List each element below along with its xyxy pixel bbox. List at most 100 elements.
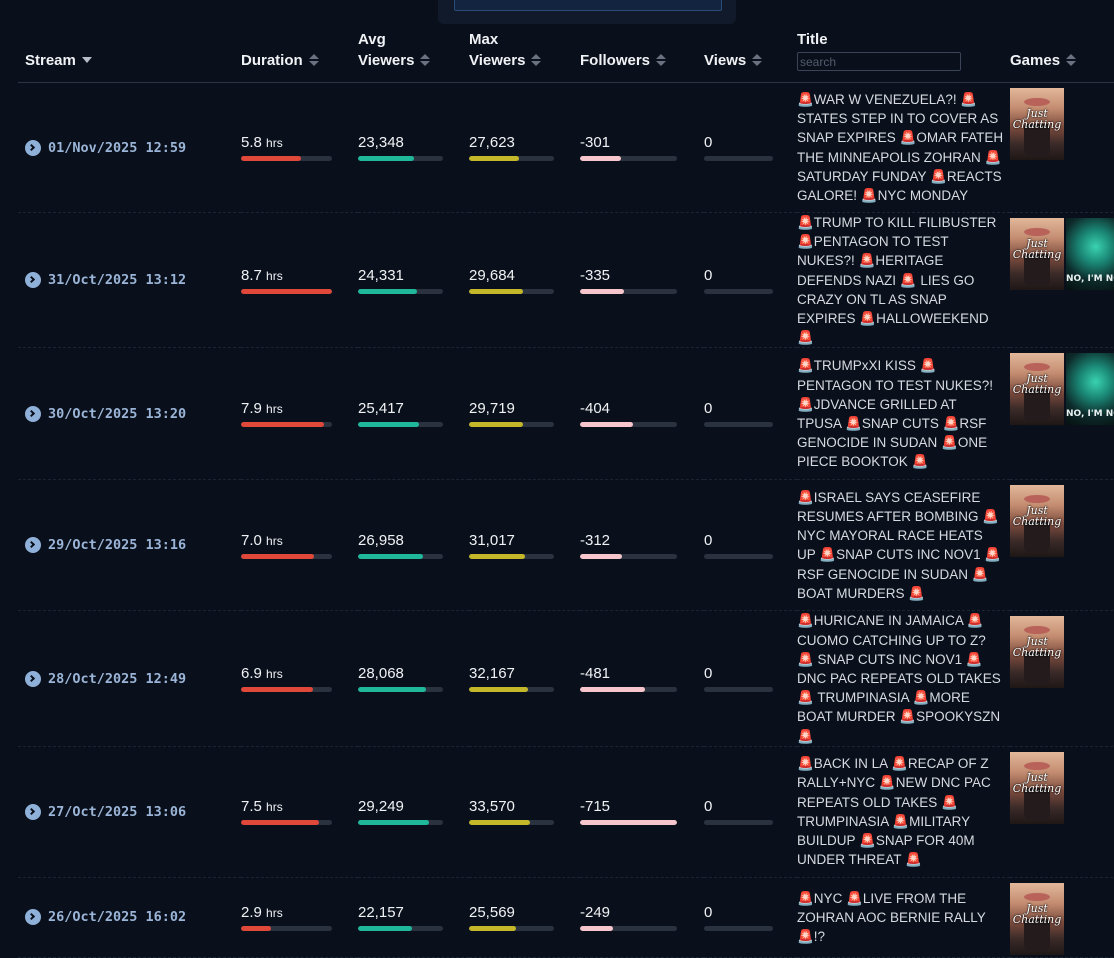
- game-just-chatting-thumbnail[interactable]: Just Chatting: [1010, 353, 1064, 426]
- max-viewers-cell: 29,684: [469, 212, 580, 349]
- max-viewers-value: 31,017: [469, 531, 515, 549]
- duration-value: 7.5: [241, 798, 262, 816]
- game-just-chatting-thumbnail[interactable]: Just Chatting: [1010, 218, 1064, 290]
- views-value: 0: [704, 798, 713, 816]
- avg-viewers-cell: 23,348: [358, 82, 469, 213]
- table-row: 28/Oct/2025 12:49 6.9 hrs 28,068 32,167 …: [18, 610, 1114, 747]
- col-header-stream[interactable]: Stream: [18, 0, 241, 83]
- col-header-title-label: Title: [797, 31, 828, 48]
- stream-date[interactable]: 30/Oct/2025 13:20: [48, 405, 187, 422]
- max-viewers-bar: [469, 925, 554, 931]
- max-viewers-cell: 32,167: [469, 610, 580, 747]
- views-value: 0: [704, 903, 713, 921]
- duration-bar: [241, 553, 332, 559]
- col-header-avg-viewers-label: Avg Viewers: [358, 31, 415, 69]
- duration-unit: hrs: [266, 136, 283, 150]
- max-viewers-value: 33,570: [469, 798, 515, 816]
- col-header-games[interactable]: Games: [1010, 0, 1114, 83]
- expand-chevron-icon[interactable]: [25, 272, 41, 289]
- max-viewers-value: 29,719: [469, 400, 515, 418]
- stream-link[interactable]: 26/Oct/2025 16:02: [18, 909, 241, 926]
- followers-value: -312: [580, 531, 611, 549]
- avg-viewers-cell: 22,157: [358, 877, 469, 958]
- views-cell: 0: [704, 212, 797, 349]
- stream-link[interactable]: 30/Oct/2025 13:20: [18, 405, 241, 422]
- game-just-chatting-thumbnail[interactable]: Just Chatting: [1010, 485, 1064, 558]
- followers-bar: [580, 925, 677, 931]
- game-no-im-not-human-thumbnail[interactable]: NO, I'M NOT A HUMAN: [1066, 218, 1114, 290]
- duration-bar: [241, 925, 332, 931]
- game-just-chatting-thumbnail[interactable]: Just Chatting: [1010, 882, 1064, 955]
- max-viewers-value: 32,167: [469, 665, 515, 683]
- followers-bar: [580, 820, 677, 826]
- col-header-views-label: Views: [704, 52, 747, 69]
- avg-viewers-cell: 24,331: [358, 212, 469, 349]
- expand-chevron-icon[interactable]: [25, 405, 41, 422]
- col-header-duration[interactable]: Duration: [241, 0, 358, 83]
- game-no-im-not-human-thumbnail[interactable]: NO, I'M NOT A HUMAN: [1066, 353, 1114, 426]
- stream-date[interactable]: 01/Nov/2025 12:59: [48, 139, 187, 156]
- expand-chevron-icon[interactable]: [25, 537, 41, 554]
- max-viewers-cell: 33,570: [469, 746, 580, 878]
- followers-cell: -301: [580, 82, 704, 213]
- views-cell: 0: [704, 877, 797, 958]
- col-header-views[interactable]: Views: [704, 0, 797, 83]
- views-cell: 0: [704, 479, 797, 612]
- followers-value: -404: [580, 400, 611, 418]
- title-search-input[interactable]: [797, 52, 961, 71]
- views-value: 0: [704, 266, 713, 284]
- views-bar: [704, 820, 773, 826]
- stream-link[interactable]: 27/Oct/2025 13:06: [18, 803, 241, 820]
- game-just-chatting-thumbnail[interactable]: Just Chatting: [1010, 88, 1064, 160]
- max-viewers-bar: [469, 288, 554, 294]
- avg-viewers-bar: [358, 156, 443, 161]
- avg-viewers-value: 24,331: [358, 266, 404, 284]
- expand-chevron-icon[interactable]: [25, 909, 41, 926]
- max-viewers-cell: 27,623: [469, 82, 580, 213]
- followers-value: -301: [580, 134, 611, 151]
- duration-cell: 7.5 hrs: [241, 746, 358, 878]
- stream-date[interactable]: 31/Oct/2025 13:12: [48, 272, 187, 289]
- stream-date[interactable]: 27/Oct/2025 13:06: [48, 803, 187, 820]
- stream-title: 🚨HURICANE IN JAMAICA 🚨 CUOMO CATCHING UP…: [797, 610, 1010, 747]
- stream-title: 🚨BACK IN LA 🚨RECAP OF Z RALLY+NYC 🚨NEW D…: [797, 746, 1010, 878]
- stream-date[interactable]: 26/Oct/2025 16:02: [48, 909, 187, 926]
- stream-link[interactable]: 01/Nov/2025 12:59: [18, 139, 241, 156]
- duration-unit: hrs: [266, 268, 283, 283]
- avg-viewers-value: 29,249: [358, 798, 404, 816]
- game-just-chatting-thumbnail[interactable]: Just Chatting: [1010, 751, 1064, 824]
- game-just-chatting-thumbnail[interactable]: Just Chatting: [1010, 616, 1064, 689]
- streams-table: Stream Duration Avg Viewers Max Viewers Fo…: [18, 0, 1114, 958]
- stream-date[interactable]: 28/Oct/2025 12:49: [48, 670, 187, 687]
- avg-viewers-cell: 25,417: [358, 347, 469, 481]
- avg-viewers-value: 23,348: [358, 134, 404, 151]
- expand-chevron-icon[interactable]: [25, 670, 41, 687]
- col-header-avg-viewers[interactable]: Avg Viewers: [358, 0, 469, 83]
- duration-unit: hrs: [266, 402, 283, 417]
- stream-title: 🚨ISRAEL SAYS CEASEFIRE RESUMES AFTER BOM…: [797, 479, 1010, 612]
- avg-viewers-value: 26,958: [358, 531, 404, 549]
- views-value: 0: [704, 400, 713, 418]
- col-header-max-viewers[interactable]: Max Viewers: [469, 0, 580, 83]
- stream-link[interactable]: 29/Oct/2025 13:16: [18, 537, 241, 554]
- duration-bar: [241, 422, 332, 428]
- stream-date[interactable]: 29/Oct/2025 13:16: [48, 537, 187, 554]
- expand-chevron-icon[interactable]: [25, 803, 41, 820]
- table-row: 30/Oct/2025 13:20 7.9 hrs 25,417 29,719 …: [18, 347, 1114, 481]
- avg-viewers-bar: [358, 925, 443, 931]
- duration-value: 7.0: [241, 531, 262, 549]
- views-value: 0: [704, 531, 713, 549]
- max-viewers-bar: [469, 553, 554, 559]
- expand-chevron-icon[interactable]: [25, 139, 41, 156]
- stream-link[interactable]: 31/Oct/2025 13:12: [18, 272, 241, 289]
- max-viewers-bar: [469, 156, 554, 161]
- views-value: 0: [704, 665, 713, 683]
- stream-link[interactable]: 28/Oct/2025 12:49: [18, 670, 241, 687]
- col-header-followers[interactable]: Followers: [580, 0, 704, 83]
- stream-title: 🚨TRUMPxXI KISS 🚨PENTAGON TO TEST NUKES?!…: [797, 347, 1010, 481]
- duration-bar: [241, 156, 332, 161]
- duration-bar: [241, 288, 332, 294]
- sort-icon: [752, 53, 763, 67]
- col-header-followers-label: Followers: [580, 52, 651, 69]
